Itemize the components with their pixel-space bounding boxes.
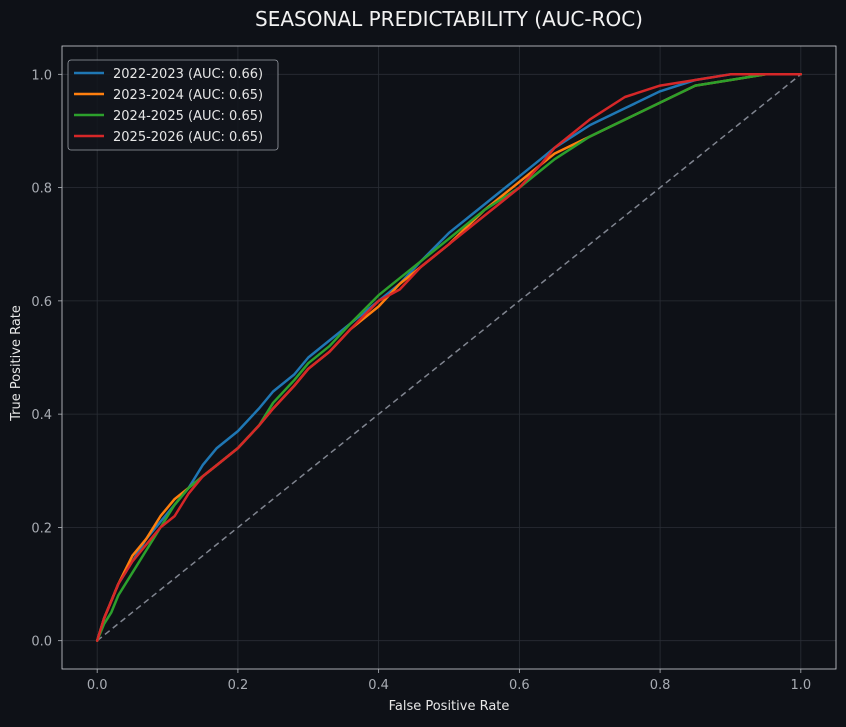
legend: 2022-2023 (AUC: 0.66) 2023-2024 (AUC: 0.6… — [67, 59, 279, 151]
x-tick-label: 1.0 — [790, 678, 811, 693]
x-tick-label: 0.6 — [509, 678, 530, 693]
plot-frame — [61, 45, 837, 670]
chance-diagonal-line — [96, 73, 802, 642]
chart-title: SEASONAL PREDICTABILITY (AUC-ROC) — [255, 7, 643, 31]
y-axis-label: True Positive Rate — [9, 305, 24, 422]
legend-label-1: 2022-2023 (AUC: 0.66) — [113, 67, 263, 82]
diagonal-reference — [96, 73, 802, 642]
series-line-3 — [95, 73, 803, 642]
legend-box — [67, 59, 279, 151]
axis-ticks: 0.0 0.2 0.4 0.6 0.8 1.0 0.0 0.2 0.4 0.6 0.8 1.0 — [31, 68, 811, 693]
y-tick-label: 0.8 — [31, 182, 52, 197]
legend-label-3: 2024-2025 (AUC: 0.65) — [113, 109, 263, 124]
series-lines — [95, 73, 803, 642]
x-tick-label: 0.8 — [650, 678, 671, 693]
legend-label-4: 2025-2026 (AUC: 0.65) — [113, 130, 263, 145]
series-line-4 — [95, 73, 803, 642]
y-tick-label: 0.2 — [31, 521, 52, 536]
y-tick-label: 0.6 — [31, 295, 52, 310]
x-tick-label: 0.4 — [368, 678, 389, 693]
y-tick-label: 0.4 — [31, 408, 52, 423]
y-tick-label: 1.0 — [31, 68, 52, 83]
y-tick-label: 0.0 — [31, 635, 52, 650]
x-tick-label: 0.2 — [228, 678, 249, 693]
x-axis-label: False Positive Rate — [389, 699, 510, 714]
x-tick-label: 0.0 — [87, 678, 108, 693]
legend-label-2: 2023-2024 (AUC: 0.65) — [113, 88, 263, 103]
grid — [62, 46, 836, 669]
